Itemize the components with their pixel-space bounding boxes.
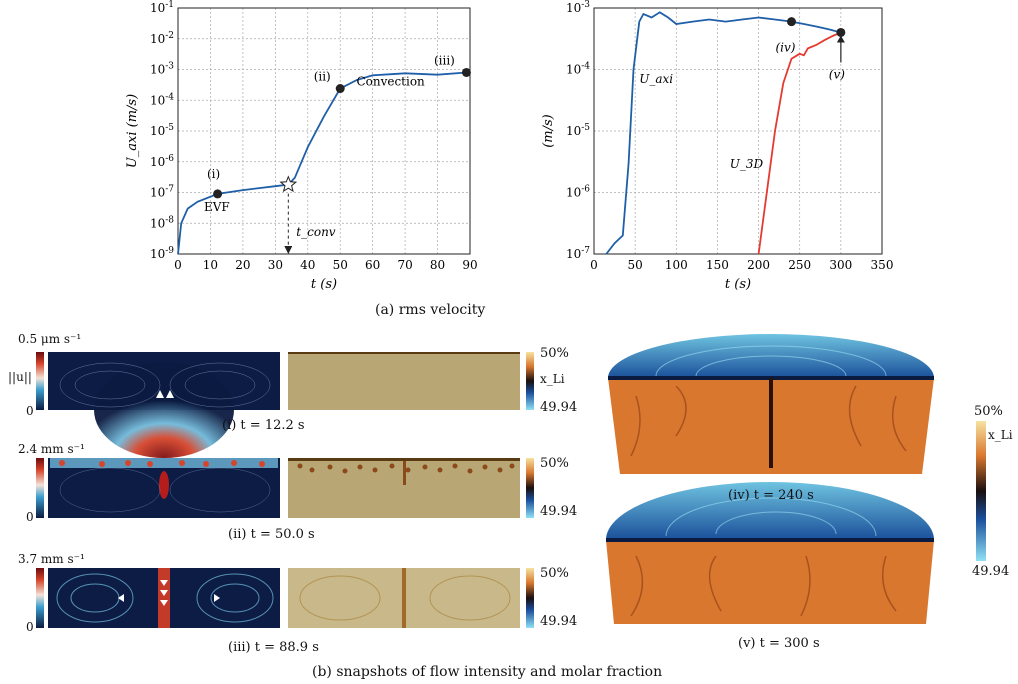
- frac-colorbar-ii: [526, 458, 534, 518]
- x-tick-label: 250: [788, 258, 811, 272]
- x-tick-label: 0: [174, 258, 182, 272]
- annotation-t-conv: t_conv: [296, 225, 335, 239]
- frac-max-iii: 50%: [540, 566, 569, 581]
- frac-colorbar-i: [526, 352, 534, 410]
- y-tick-label: 10-6: [566, 185, 590, 200]
- marker-label: (iii): [434, 53, 455, 67]
- x-tick-label: 20: [235, 258, 250, 272]
- cylinder-top-v: [606, 482, 934, 540]
- y-tick-label: 10-7: [150, 185, 174, 200]
- y-axis-label: (m/s): [541, 114, 556, 148]
- y-tick-label: 10-4: [566, 62, 590, 77]
- frac-symbol-i: x_Li: [540, 372, 565, 386]
- x-tick-label: 80: [430, 258, 445, 272]
- caption-b: (b) snapshots of flow intensity and mola…: [312, 664, 663, 680]
- plot-frame: [177, 7, 471, 255]
- caption-ii: (ii) t = 50.0 s: [228, 527, 315, 542]
- x-tick-label: 150: [706, 258, 729, 272]
- y-tick-label: 10-3: [566, 0, 590, 15]
- y-tick-label: 10-9: [150, 246, 174, 261]
- data-point-marker: [786, 17, 796, 27]
- y-tick-label: 10-5: [150, 123, 174, 138]
- marker-label: (i): [207, 167, 220, 181]
- marker-v-arrowhead: [836, 35, 845, 43]
- cyl-frac-symbol: x_Li: [988, 428, 1013, 442]
- x-tick-label: 60: [365, 258, 380, 272]
- series-line-0: [177, 71, 467, 255]
- x-tick-label: 50: [333, 258, 348, 272]
- x-tick-label: 0: [590, 258, 598, 272]
- frac-min-i: 49.94: [540, 400, 578, 415]
- x-tick-label: 90: [462, 258, 477, 272]
- vel-colorbar-iii: [36, 568, 44, 628]
- vel-min-iii: 0: [26, 620, 34, 634]
- x-tick-label: 300: [829, 258, 852, 272]
- chart-right: 0 50 100 150 200 250 300 350 10-7 10-6 10-5 10-4 10-…: [541, 0, 894, 292]
- frac-max-i: 50%: [540, 346, 569, 361]
- caption-i: (i) t = 12.2 s: [222, 418, 305, 433]
- annotation-convection: Convection: [356, 75, 425, 89]
- plot-frame: [593, 7, 883, 255]
- x-tick-label: 50: [628, 258, 643, 272]
- x-axis-label: t (s): [725, 277, 751, 292]
- cyl-frac-max: 50%: [974, 404, 1003, 419]
- frac-min-ii: 49.94: [540, 504, 578, 519]
- y-axis-label: U_axi (m/s): [125, 94, 140, 168]
- cylinder-colorbar: [976, 421, 986, 561]
- t-conv-arrowhead: [284, 246, 293, 254]
- vel-max-iii: 3.7 mm s⁻¹: [18, 552, 85, 566]
- x-axis-label: t (s): [311, 277, 337, 292]
- frac-min-iii: 49.94: [540, 614, 578, 629]
- caption-a: (a) rms velocity: [375, 302, 486, 318]
- chart-left: 0 10 20 30 40 50 60 70 80 90 10-9 10-8 10-7 10-6 10-5 1…: [125, 0, 478, 292]
- frac-field-i: [288, 352, 520, 410]
- y-tick-label: 10-8: [150, 215, 174, 230]
- marker-label: (iv): [775, 41, 795, 55]
- annotation-evf: EVF: [204, 200, 230, 214]
- series-line-U_3D: [757, 31, 842, 255]
- caption-iii: (iii) t = 88.9 s: [228, 640, 319, 655]
- y-tick-label: 10-1: [150, 0, 174, 15]
- vel-symbol: ||u||: [8, 370, 32, 384]
- series-label-u-3d: U_3D: [730, 157, 764, 171]
- data-point-marker: [335, 84, 345, 94]
- x-tick-label: 10: [203, 258, 218, 272]
- vel-colorbar-ii: [36, 458, 44, 518]
- y-tick-label: 10-7: [566, 246, 590, 261]
- cylinder-panels: [606, 334, 986, 624]
- y-tick-label: 10-4: [150, 92, 174, 107]
- y-tick-label: 10-2: [150, 31, 174, 46]
- y-tick-label: 10-5: [566, 123, 590, 138]
- marker-label: (v): [829, 67, 845, 81]
- vel-max-i: 0.5 μm s⁻¹: [18, 332, 82, 346]
- t-conv-star-marker: [279, 175, 298, 193]
- caption-v: (v) t = 300 s: [738, 636, 820, 651]
- series-label-u-axi: U_axi: [639, 72, 673, 86]
- marker-label: (ii): [314, 70, 331, 84]
- data-point-marker: [213, 189, 223, 199]
- y-tick-label: 10-3: [150, 62, 174, 77]
- vel-min-i: 0: [26, 404, 34, 418]
- frac-colorbar-iii: [526, 568, 534, 628]
- series-line-U_axi: [605, 11, 842, 255]
- vel-colorbar-i: [36, 352, 44, 410]
- cyl-frac-min: 49.94: [972, 564, 1010, 579]
- frac-max-ii: 50%: [540, 456, 569, 471]
- vel-min-ii: 0: [26, 510, 34, 524]
- cylinder-side-v: [606, 540, 934, 624]
- x-tick-label: 100: [665, 258, 688, 272]
- vel-max-ii: 2.4 mm s⁻¹: [18, 442, 85, 456]
- snapshot-panels: [36, 352, 534, 628]
- x-tick-label: 350: [871, 258, 894, 272]
- x-tick-label: 30: [268, 258, 283, 272]
- data-point-marker: [836, 27, 846, 37]
- data-point-marker: [461, 67, 471, 77]
- y-tick-label: 10-6: [150, 154, 174, 169]
- x-tick-label: 200: [747, 258, 770, 272]
- caption-iv: (iv) t = 240 s: [728, 488, 814, 503]
- x-tick-label: 70: [397, 258, 412, 272]
- x-tick-label: 40: [300, 258, 315, 272]
